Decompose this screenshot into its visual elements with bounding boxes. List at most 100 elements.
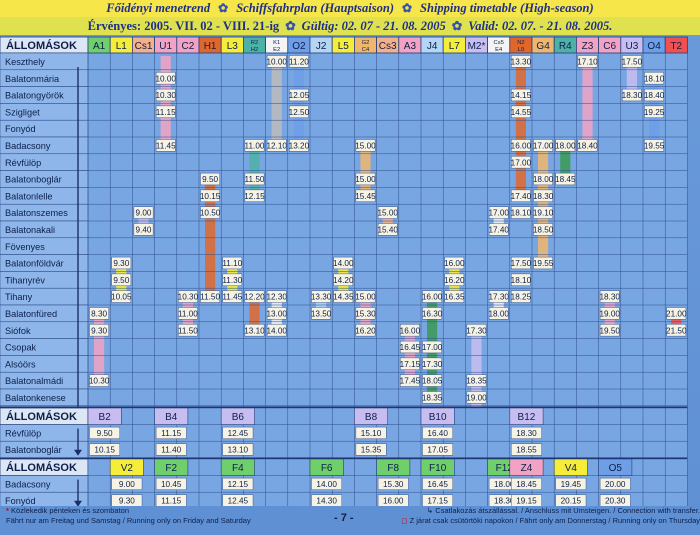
departure-time: 10.15 bbox=[200, 192, 221, 201]
boat-code: F8 bbox=[387, 463, 399, 474]
departure-time: 11.00 bbox=[245, 142, 265, 151]
boat-code-cell bbox=[509, 407, 544, 425]
boat-code: G2 bbox=[362, 40, 370, 46]
departure-time: 19.00 bbox=[466, 394, 487, 403]
time-cell bbox=[488, 223, 509, 236]
time-cell bbox=[266, 324, 287, 337]
time-cell bbox=[111, 273, 132, 286]
boat-code: K1 bbox=[273, 40, 280, 46]
boat-code: V4 bbox=[565, 463, 578, 474]
time-cell bbox=[222, 256, 243, 270]
service-bar bbox=[271, 56, 282, 140]
boat-code: U1 bbox=[159, 41, 172, 52]
departure-time: 20.30 bbox=[605, 497, 626, 506]
departure-time: 16.20 bbox=[355, 326, 376, 335]
departure-time: 10.30 bbox=[155, 91, 176, 100]
time-cell bbox=[222, 290, 243, 303]
boat-code: L1 bbox=[116, 41, 128, 52]
validity-hu: Érvényes: 2005. VII. 02 - VIII. 21-ig bbox=[87, 18, 280, 33]
time-cell bbox=[555, 139, 576, 152]
time-cell bbox=[533, 256, 553, 270]
boat-code: B8 bbox=[365, 412, 378, 423]
station-name: Csopak bbox=[5, 343, 37, 353]
departure-time: 16.40 bbox=[427, 429, 448, 438]
departure-time: 18.30 bbox=[516, 429, 537, 438]
validity-en: Valid: 02. 07. - 21. 08. 2005. bbox=[468, 18, 613, 33]
time-cell bbox=[200, 172, 220, 186]
time-cell bbox=[666, 324, 687, 337]
time-cell bbox=[222, 477, 254, 490]
departure-time: 10.00 bbox=[155, 74, 176, 83]
departure-time: 11.20 bbox=[289, 58, 309, 67]
departure-time: 18.10 bbox=[511, 209, 532, 218]
flower-icon: ✿ bbox=[218, 1, 229, 15]
section-divider bbox=[0, 457, 688, 459]
time-cell bbox=[466, 374, 487, 387]
station-name: Siófok bbox=[5, 326, 31, 336]
time-cell bbox=[511, 443, 542, 456]
boat-code: V2 bbox=[121, 463, 134, 474]
boat-code: B12 bbox=[518, 412, 536, 423]
time-cell bbox=[599, 324, 620, 337]
time-cell bbox=[89, 374, 109, 387]
departure-time: 13.10 bbox=[228, 446, 249, 455]
boat-code: O4 bbox=[647, 41, 661, 52]
boat-code: F10 bbox=[429, 463, 447, 474]
flower-icon: ✿ bbox=[401, 1, 413, 15]
service-bar bbox=[560, 140, 571, 174]
departure-time: 20.00 bbox=[605, 480, 626, 489]
time-cell bbox=[422, 307, 442, 320]
departure-time: 14.35 bbox=[333, 293, 354, 302]
departure-time: 9.30 bbox=[113, 259, 129, 268]
departure-time: 16.00 bbox=[422, 293, 443, 302]
departure-time: 17.40 bbox=[511, 192, 532, 201]
boat-code: O5 bbox=[609, 463, 623, 474]
time-cell bbox=[178, 290, 198, 303]
time-cell bbox=[533, 139, 553, 152]
time-cell bbox=[377, 494, 409, 506]
station-name: Alsóörs bbox=[5, 359, 36, 369]
departure-time: 9.50 bbox=[202, 175, 218, 184]
time-cell bbox=[311, 290, 331, 303]
departure-time: 17.00 bbox=[533, 142, 554, 151]
boat-code-cell bbox=[109, 458, 144, 476]
station-name: Badacsony bbox=[5, 141, 51, 151]
departure-time: 13.50 bbox=[311, 310, 332, 319]
departure-time: 18.05 bbox=[422, 377, 443, 386]
departure-time: 10.30 bbox=[89, 377, 110, 386]
departure-time: 14.00 bbox=[266, 326, 287, 335]
service-bar bbox=[205, 173, 216, 292]
time-cell bbox=[244, 172, 265, 186]
note2: Csatlakozás átszállással. / Anschluss mi… bbox=[435, 506, 700, 515]
departure-time: 11.50 bbox=[178, 326, 198, 335]
time-cell bbox=[355, 324, 376, 337]
boat-code: G4 bbox=[536, 41, 550, 52]
boat-code: Cs1 bbox=[135, 41, 153, 52]
service-bar bbox=[249, 140, 260, 191]
departure-time: 18.00 bbox=[494, 480, 515, 489]
time-cell bbox=[644, 72, 664, 85]
departure-time: 16.20 bbox=[444, 276, 465, 285]
time-cell bbox=[289, 105, 309, 118]
departure-time: 17.10 bbox=[577, 58, 598, 67]
departure-time: 9.50 bbox=[97, 429, 113, 438]
departure-time: 16.00 bbox=[383, 497, 404, 506]
time-cell bbox=[155, 139, 176, 152]
time-cell bbox=[644, 88, 664, 102]
time-cell bbox=[422, 494, 453, 506]
note3: Z járat csak csütörtöki napokon / Fährt … bbox=[409, 515, 700, 525]
asterisk-icon: * bbox=[6, 506, 9, 515]
departure-time: 12.45 bbox=[228, 497, 249, 506]
time-cell bbox=[511, 156, 531, 169]
stations-header: ÁLLOMÁSOK bbox=[6, 39, 77, 52]
time-cell bbox=[511, 290, 531, 303]
time-cell bbox=[333, 256, 354, 270]
boat-code-cell bbox=[420, 458, 455, 476]
service-bar bbox=[515, 56, 526, 191]
departure-time: 10.30 bbox=[178, 293, 199, 302]
time-cell bbox=[511, 494, 542, 506]
time-cell bbox=[289, 88, 309, 102]
time-cell bbox=[599, 494, 631, 506]
time-cell bbox=[400, 340, 420, 354]
departure-time: 15.10 bbox=[361, 429, 382, 438]
